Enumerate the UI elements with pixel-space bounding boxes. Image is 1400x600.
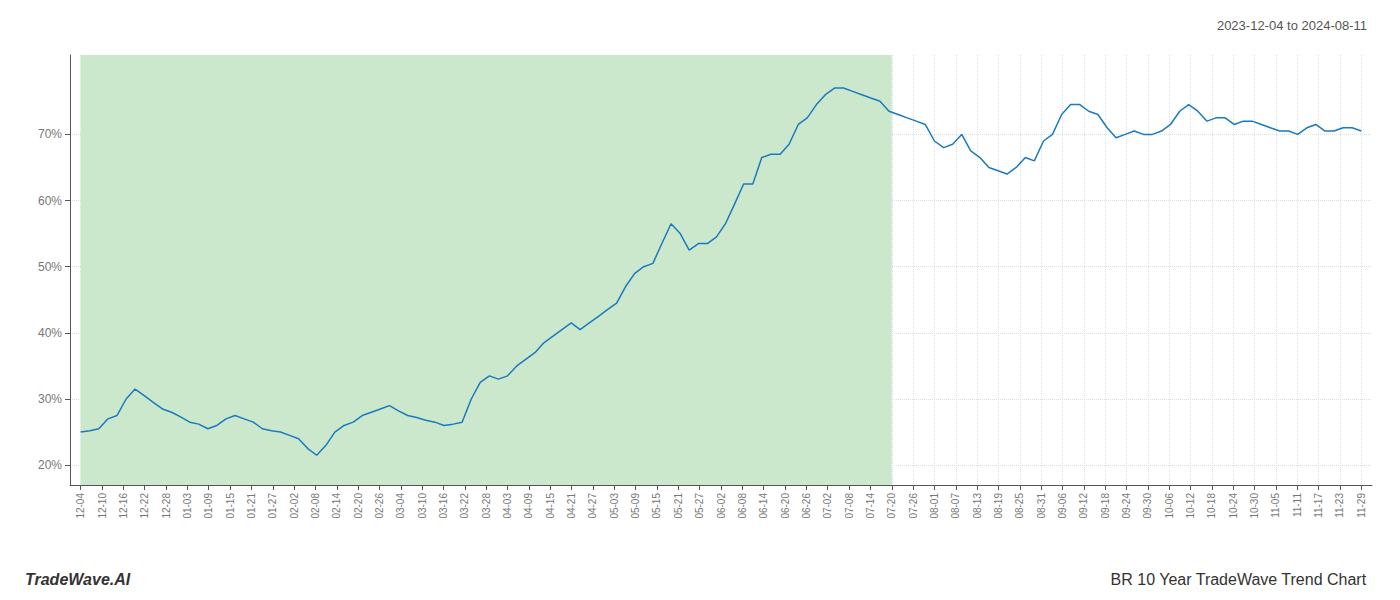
svg-text:12-10: 12-10 [97, 493, 108, 519]
svg-text:10-18: 10-18 [1206, 493, 1217, 519]
svg-text:04-27: 04-27 [587, 493, 598, 519]
svg-text:70%: 70% [38, 127, 62, 141]
svg-text:02-08: 02-08 [310, 493, 321, 519]
svg-text:10-24: 10-24 [1228, 493, 1239, 519]
svg-text:09-24: 09-24 [1121, 493, 1132, 519]
svg-text:06-08: 06-08 [737, 493, 748, 519]
svg-text:08-07: 08-07 [950, 493, 961, 519]
svg-text:04-21: 04-21 [566, 493, 577, 519]
svg-text:01-27: 01-27 [267, 493, 278, 519]
svg-text:12-22: 12-22 [139, 493, 150, 519]
svg-text:02-02: 02-02 [289, 493, 300, 519]
svg-text:10-12: 10-12 [1185, 493, 1196, 519]
svg-text:05-09: 05-09 [630, 493, 641, 519]
svg-text:04-15: 04-15 [545, 493, 556, 519]
svg-text:03-28: 03-28 [481, 493, 492, 519]
svg-text:06-26: 06-26 [801, 493, 812, 519]
svg-text:01-03: 01-03 [182, 493, 193, 519]
svg-text:11-17: 11-17 [1313, 493, 1324, 518]
svg-text:03-22: 03-22 [459, 493, 470, 519]
svg-text:11-11: 11-11 [1292, 493, 1303, 518]
svg-text:01-15: 01-15 [225, 493, 236, 519]
svg-text:08-31: 08-31 [1036, 493, 1047, 519]
svg-text:08-19: 08-19 [993, 493, 1004, 519]
svg-text:09-30: 09-30 [1142, 493, 1153, 519]
svg-text:02-26: 02-26 [374, 493, 385, 519]
svg-text:12-16: 12-16 [118, 493, 129, 519]
svg-text:04-09: 04-09 [523, 493, 534, 519]
svg-text:05-15: 05-15 [651, 493, 662, 519]
svg-text:03-10: 03-10 [417, 493, 428, 519]
svg-text:06-20: 06-20 [780, 493, 791, 519]
svg-text:08-13: 08-13 [972, 493, 983, 519]
svg-text:08-01: 08-01 [929, 493, 940, 519]
svg-text:03-16: 03-16 [438, 493, 449, 519]
svg-text:02-20: 02-20 [353, 493, 364, 519]
svg-text:10-06: 10-06 [1164, 493, 1175, 519]
svg-text:11-23: 11-23 [1334, 493, 1345, 518]
svg-text:07-02: 07-02 [822, 493, 833, 519]
svg-text:40%: 40% [38, 326, 62, 340]
svg-text:2023-12-04 to 2024-08-11: 2023-12-04 to 2024-08-11 [1217, 18, 1367, 33]
svg-text:TradeWave.AI: TradeWave.AI [25, 571, 131, 588]
svg-text:09-12: 09-12 [1078, 493, 1089, 519]
svg-text:30%: 30% [38, 392, 62, 406]
svg-text:BR 10 Year TradeWave Trend Cha: BR 10 Year TradeWave Trend Chart [1111, 571, 1367, 588]
svg-text:04-03: 04-03 [502, 493, 513, 519]
svg-text:10-30: 10-30 [1249, 493, 1260, 519]
svg-text:07-20: 07-20 [886, 493, 897, 519]
svg-text:07-26: 07-26 [908, 493, 919, 519]
svg-text:11-05: 11-05 [1270, 493, 1281, 518]
svg-text:08-25: 08-25 [1014, 493, 1025, 519]
svg-text:20%: 20% [38, 458, 62, 472]
svg-text:12-28: 12-28 [161, 493, 172, 519]
svg-text:09-18: 09-18 [1100, 493, 1111, 519]
svg-text:01-21: 01-21 [246, 493, 257, 519]
svg-text:05-21: 05-21 [673, 493, 684, 519]
svg-text:09-06: 09-06 [1057, 493, 1068, 519]
svg-text:02-14: 02-14 [331, 493, 342, 519]
svg-text:05-27: 05-27 [694, 493, 705, 519]
svg-text:06-14: 06-14 [758, 493, 769, 519]
svg-text:07-14: 07-14 [865, 493, 876, 519]
svg-text:50%: 50% [38, 260, 62, 274]
svg-text:60%: 60% [38, 194, 62, 208]
svg-text:07-08: 07-08 [844, 493, 855, 519]
svg-text:05-03: 05-03 [609, 493, 620, 519]
svg-text:11-29: 11-29 [1356, 493, 1367, 518]
svg-text:12-04: 12-04 [75, 493, 86, 519]
svg-text:06-02: 06-02 [716, 493, 727, 519]
svg-text:03-04: 03-04 [395, 493, 406, 519]
svg-text:01-09: 01-09 [203, 493, 214, 519]
